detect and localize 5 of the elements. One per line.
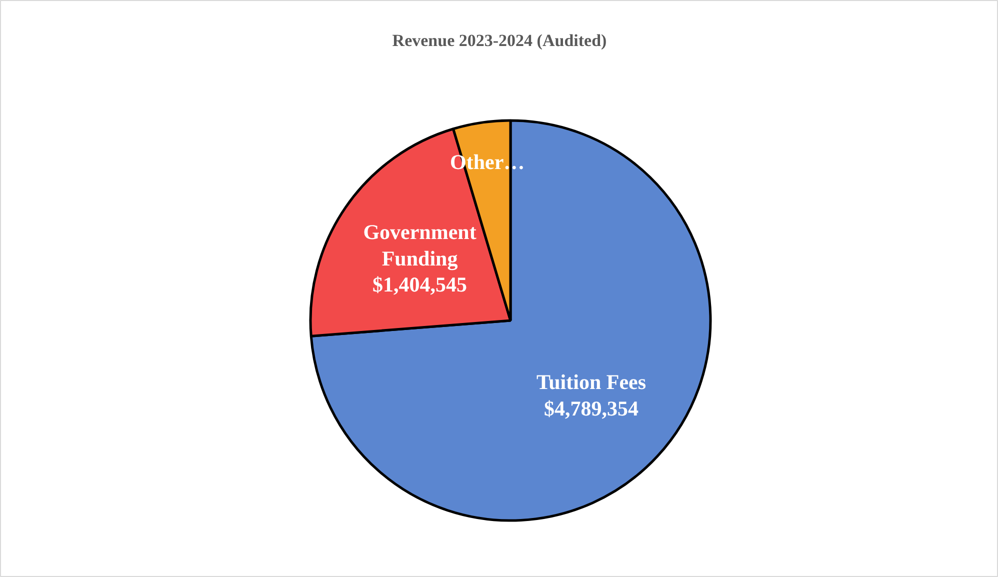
data-label: $4,789,354: [544, 396, 640, 420]
data-label: $1,404,545: [372, 272, 468, 297]
slice-label: Tuition Fees: [536, 370, 646, 394]
slice-label: Government Funding: [363, 220, 476, 270]
chart-title: Revenue 2023-2024 (Audited): [392, 31, 607, 50]
